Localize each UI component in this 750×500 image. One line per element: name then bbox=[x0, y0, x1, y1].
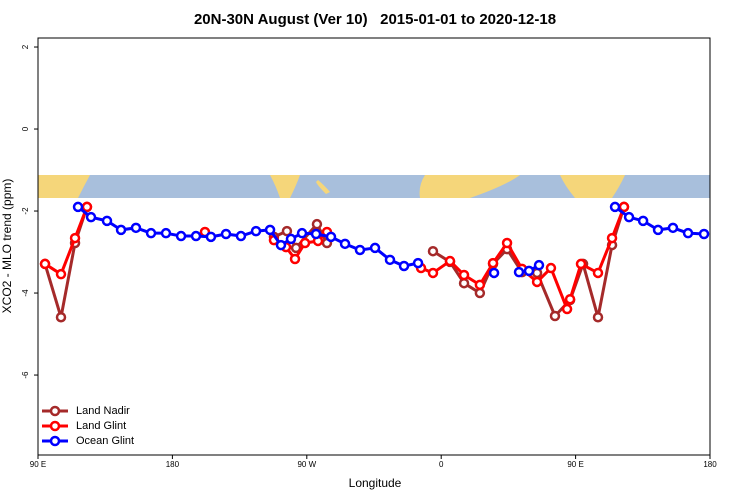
point bbox=[531, 276, 543, 288]
y-tick-label: 2 bbox=[21, 44, 30, 49]
point bbox=[592, 267, 604, 279]
point bbox=[72, 201, 84, 213]
legend-label: Ocean Glint bbox=[76, 435, 134, 447]
point bbox=[285, 233, 297, 245]
point bbox=[55, 268, 67, 280]
point bbox=[606, 232, 618, 244]
point bbox=[190, 230, 202, 242]
point bbox=[81, 201, 93, 213]
point bbox=[384, 254, 396, 266]
point bbox=[427, 245, 439, 257]
point bbox=[458, 269, 470, 281]
point bbox=[513, 266, 525, 278]
point bbox=[39, 258, 51, 270]
point bbox=[652, 224, 664, 236]
x-tick-label: 180 bbox=[166, 460, 180, 469]
point bbox=[339, 238, 351, 250]
point bbox=[412, 257, 424, 269]
point bbox=[115, 224, 127, 236]
point bbox=[281, 225, 293, 237]
legend-marker bbox=[49, 405, 61, 417]
point bbox=[354, 244, 366, 256]
point bbox=[290, 242, 302, 254]
point bbox=[458, 277, 470, 289]
point bbox=[264, 224, 276, 236]
point bbox=[545, 262, 557, 274]
point bbox=[235, 230, 247, 242]
point bbox=[698, 228, 710, 240]
point bbox=[523, 265, 535, 277]
point bbox=[85, 211, 97, 223]
point bbox=[69, 232, 81, 244]
point bbox=[145, 227, 157, 239]
map-strip bbox=[38, 175, 710, 198]
point bbox=[549, 310, 561, 322]
x-tick-label: 0 bbox=[439, 460, 444, 469]
point bbox=[325, 231, 337, 243]
point bbox=[487, 257, 499, 269]
series-line bbox=[44, 206, 626, 311]
y-tick-label: 0 bbox=[21, 126, 30, 131]
point bbox=[474, 279, 486, 291]
point bbox=[205, 231, 217, 243]
point bbox=[609, 201, 621, 213]
y-tick-label: -6 bbox=[21, 371, 30, 379]
point bbox=[101, 215, 113, 227]
point bbox=[311, 218, 323, 230]
point bbox=[289, 253, 301, 265]
point bbox=[501, 237, 513, 249]
point bbox=[564, 293, 576, 305]
point bbox=[310, 228, 322, 240]
point bbox=[533, 259, 545, 271]
point bbox=[175, 230, 187, 242]
legend-marker bbox=[49, 435, 61, 447]
legend-label: Land Glint bbox=[76, 420, 126, 432]
point bbox=[220, 228, 232, 240]
point bbox=[369, 242, 381, 254]
legend-label: Land Nadir bbox=[76, 405, 130, 417]
y-axis-label: XCO2 - MLO trend (ppm) bbox=[0, 179, 14, 314]
point bbox=[299, 237, 311, 249]
point bbox=[160, 227, 172, 239]
point bbox=[474, 287, 486, 299]
point bbox=[488, 267, 500, 279]
x-tick-label: 90 E bbox=[567, 460, 583, 469]
x-axis-label: Longitude bbox=[349, 476, 402, 490]
point bbox=[623, 211, 635, 223]
point bbox=[682, 227, 694, 239]
point bbox=[55, 311, 67, 323]
point bbox=[398, 260, 410, 272]
plot-frame bbox=[37, 37, 711, 456]
point bbox=[250, 225, 262, 237]
point bbox=[637, 215, 649, 227]
point bbox=[575, 258, 587, 270]
point bbox=[296, 227, 308, 239]
point bbox=[130, 222, 142, 234]
legend-marker bbox=[49, 420, 61, 432]
x-tick-label: 180 bbox=[703, 460, 717, 469]
y-tick-label: -4 bbox=[21, 289, 30, 297]
chart-title: 20N-30N August (Ver 10) 2015-01-01 to 20… bbox=[194, 11, 556, 28]
point bbox=[592, 311, 604, 323]
point bbox=[444, 255, 456, 267]
x-tick-label: 90 W bbox=[297, 460, 316, 469]
point bbox=[561, 303, 573, 315]
legend: Land Nadir Land Glint Ocean Glint bbox=[42, 405, 134, 447]
y-tick-label: -2 bbox=[21, 207, 30, 215]
x-tick-label: 90 E bbox=[30, 460, 46, 469]
point bbox=[667, 222, 679, 234]
point bbox=[275, 239, 287, 251]
point bbox=[427, 267, 439, 279]
